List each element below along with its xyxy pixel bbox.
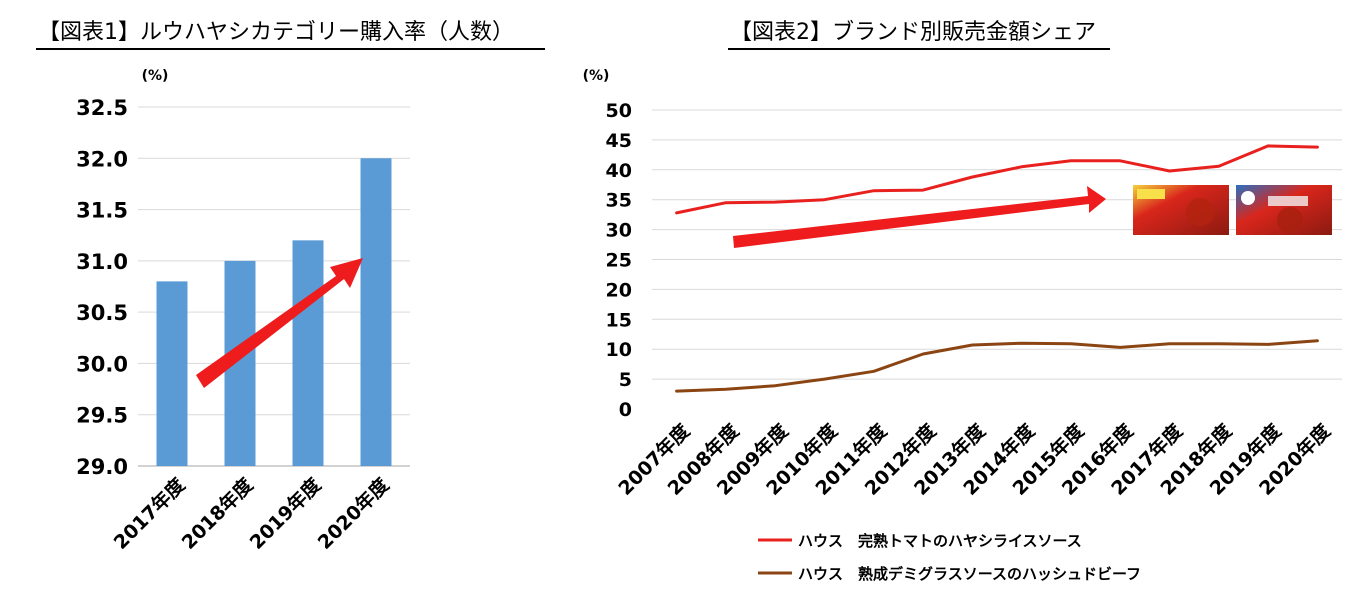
chart2-legend-label-1: ハウス 完熟トマトのハヤシライスソース [798, 532, 1082, 550]
chart2-ytick-label: 50 [606, 100, 632, 122]
chart2-ytick-label: 15 [606, 309, 632, 331]
product-image-tomato-hayashi [1133, 185, 1229, 235]
chart1-bar-4 [360, 158, 392, 467]
chart2-ytick-label: 35 [606, 190, 632, 212]
chart2-series-line-2 [675, 339, 1319, 393]
chart1-ylabel: (%) [142, 68, 169, 84]
chart1-xtick-label: 2020年度 [313, 473, 394, 554]
chart1-ytick-label: 29.5 [76, 404, 128, 428]
chart1-bar-3 [292, 240, 324, 466]
chart1-ytick-label: 30.0 [76, 352, 128, 376]
chart2-ytick-label: 25 [606, 250, 632, 272]
chart1-ytick-label: 31.0 [76, 250, 128, 274]
chart2-series-line-1 [675, 144, 1319, 215]
chart1-plot: (%) 29.0 29.5 30.0 30.5 31.0 31.5 32.0 32.5 2017年… [76, 68, 410, 554]
chart1-ytick-label: 29.0 [76, 455, 128, 479]
product-image-demi-glace [1236, 185, 1332, 235]
chart1-xtick-label: 2018年度 [177, 473, 258, 554]
chart2-ytick-label: 5 [619, 369, 632, 391]
chart1-trend-arrow [196, 258, 363, 388]
chart1-xtick-label: 2017年度 [109, 473, 190, 554]
chart1-ytick-label: 31.5 [76, 199, 128, 223]
chart1-xtick-label: 2019年度 [245, 473, 326, 554]
chart2-ytick-label: 0 [619, 399, 632, 421]
chart2-ylabel: (%) [583, 68, 610, 84]
chart2-ytick-label: 10 [606, 339, 632, 361]
chart1-ytick-label: 32.0 [76, 147, 128, 171]
chart2-title: 【図表2】ブランド別販売金額シェア [728, 18, 1110, 50]
chart2-ytick-label: 20 [606, 279, 632, 301]
chart2-plot: (%)051015202530354045502007年度2008年度2009年… [583, 68, 1342, 583]
chart2-legend-label-2: ハウス 熟成デミグラスソースのハッシュドビーフ [798, 565, 1141, 583]
chart1-bar-1 [156, 281, 188, 466]
chart1-title: 【図表1】ルウハヤシカテゴリー購入率（人数） [36, 18, 545, 50]
chart1-ytick-label: 32.5 [76, 96, 128, 120]
chart2-trend-arrow [733, 186, 1106, 248]
chart2-ytick-label: 45 [606, 130, 632, 152]
chart2-ytick-label: 40 [606, 160, 632, 182]
chart1-ytick-label: 30.5 [76, 301, 128, 325]
chart2-ytick-label: 30 [606, 220, 632, 242]
